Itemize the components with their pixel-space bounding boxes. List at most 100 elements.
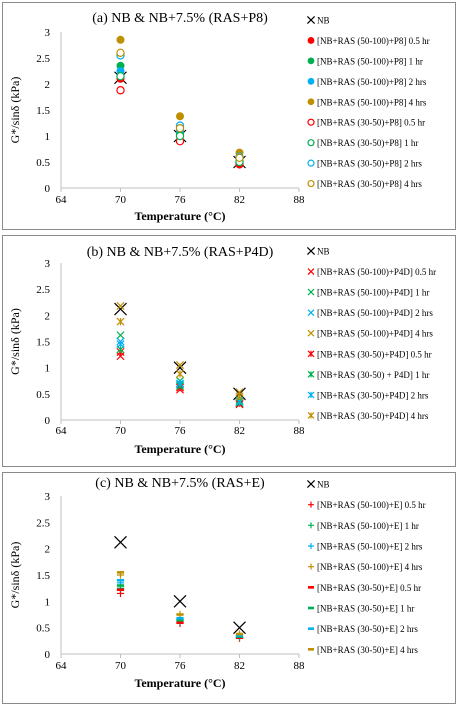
x-tick-label: 82 — [234, 194, 245, 206]
legend-label: [NB+RAS (30-50)+P8] 2 hrs — [317, 159, 422, 169]
point-marker — [116, 584, 125, 587]
legend-entry: NB — [306, 246, 330, 257]
y-tick-label: 2.5 — [36, 284, 50, 296]
point-marker — [116, 571, 125, 574]
y-tick-label: 2 — [45, 310, 51, 322]
point-marker — [307, 118, 315, 126]
x-tick-label: 70 — [115, 660, 127, 672]
point-marker — [306, 246, 316, 256]
legend-entry: [NB+RAS (50-100)+E] 0.5 hr — [308, 500, 426, 510]
point-marker — [306, 479, 316, 489]
y-tick-label: 2 — [45, 79, 51, 91]
legend-entry: [NB+RAS (50-100)+P4D] 0.5 hr — [307, 267, 436, 277]
series-points — [116, 317, 244, 401]
point-marker — [116, 588, 125, 592]
y-tick-label: 0.5 — [36, 623, 50, 635]
point-marker — [307, 412, 315, 419]
x-tick-label: 64 — [56, 194, 68, 206]
chart-b: (b) NB & NB+7.5% (RAS+P4D) 0 0.5 1 1.5 2 2.5 3 6… — [8, 245, 436, 456]
point-marker — [308, 543, 314, 549]
point-marker — [175, 112, 184, 121]
point-marker — [307, 268, 315, 275]
legend-entry: [NB+RAS (50-100)+E] 2 hrs — [308, 542, 423, 552]
point-marker — [116, 48, 125, 58]
chart-title: (c) NB & NB+7.5% (RAS+E) — [95, 476, 265, 491]
x-tick-label: 88 — [294, 425, 306, 437]
point-marker — [307, 391, 315, 399]
legend-entry: [NB+RAS (50-100)+P8] 2 hrs — [307, 77, 427, 87]
series-points — [116, 571, 244, 638]
chart-title: (b) NB & NB+7.5% (RAS+P4D) — [87, 245, 274, 260]
legend-entry: [NB+RAS (30-50)+P8] 2 hrs — [307, 159, 422, 169]
legend-entry: [NB+RAS (30-50) + P4D] 1 hr — [307, 370, 429, 380]
point-marker — [307, 370, 315, 378]
point-marker — [233, 621, 246, 635]
point-marker — [176, 616, 184, 620]
legend-entry: NB — [306, 15, 330, 26]
point-marker — [116, 86, 125, 95]
legend-label: [NB+RAS (30-50)+P4D] 4 hrs — [317, 411, 429, 421]
legend-label: NB — [317, 16, 330, 26]
legend-label: [NB+RAS (50-100)+P8] 4 hrs — [317, 97, 427, 107]
chart-panel-a: (a) NB & NB+7.5% (RAS+P8) 0 0.5 1 1.5 2 2.5 3 64… — [2, 2, 456, 230]
y-axis-label: G*/sinδ (kPa) — [8, 542, 22, 609]
x-tick-label: 88 — [294, 660, 306, 672]
data-points — [114, 535, 246, 642]
legend-entry: [NB+RAS (50-100)+P4D] 4 hrs — [307, 329, 433, 339]
chart-panel-b: (b) NB & NB+7.5% (RAS+P4D) 0 0.5 1 1.5 2 2.5 3 6… — [2, 235, 456, 467]
point-marker — [235, 153, 244, 163]
y-tick-label: 0.5 — [36, 157, 50, 169]
legend-label: [NB+RAS (50-100)+E] 2 hrs — [317, 542, 423, 552]
legend-label: [NB+RAS (30-50)+P8] 0.5 hr — [317, 118, 425, 128]
series-points — [116, 571, 244, 636]
point-marker — [116, 340, 125, 349]
legend-entry: [NB+RAS (50-100)+P8] 1 hr — [307, 56, 423, 66]
legend-label: [NB+RAS (50-100)+P4D] 2 hrs — [317, 308, 433, 318]
x-tick-label: 70 — [115, 194, 127, 206]
legend-label: [NB+RAS (50-100)+P8] 2 hrs — [317, 77, 427, 87]
point-marker — [175, 361, 185, 370]
x-axis-label: Temperature (°C) — [134, 209, 225, 223]
point-marker — [307, 98, 315, 106]
point-marker — [307, 159, 315, 167]
point-marker — [176, 613, 184, 616]
series-points — [116, 579, 244, 640]
point-marker — [116, 35, 125, 44]
legend-label: NB — [317, 247, 330, 257]
y-tick-label: 0.5 — [36, 389, 50, 401]
y-tick-label: 0 — [45, 183, 51, 195]
legend-entry: [NB+RAS (30-50)+P4D] 0.5 hr — [307, 349, 432, 359]
legend-entry: [NB+RAS (30-50)+P4D] 2 hrs — [307, 390, 429, 400]
legend-entry: [NB+RAS (50-100)+P8] 4 hrs — [307, 97, 427, 107]
y-tick-label: 2.5 — [36, 517, 50, 529]
y-tick-label: 0 — [45, 415, 51, 427]
legend-label: [NB+RAS (30-50)+P4D] 2 hrs — [317, 390, 429, 400]
legend-entry: [NB+RAS (50-100)+P8] 0.5 hr — [307, 36, 430, 46]
y-tick-label: 1.5 — [36, 337, 50, 349]
point-marker — [308, 606, 314, 610]
point-marker — [116, 317, 125, 326]
point-marker — [176, 618, 184, 622]
y-tick-label: 1 — [45, 596, 51, 608]
y-axis-label: G*/sinδ (kPa) — [8, 77, 22, 144]
point-marker — [175, 379, 185, 388]
legend-label: NB — [317, 480, 330, 490]
point-marker — [235, 392, 244, 401]
legend-label: [NB+RAS (30-50)+E] 4 hrs — [317, 645, 418, 655]
point-marker — [114, 535, 127, 549]
x-tick-label: 70 — [115, 425, 127, 437]
point-marker — [114, 302, 127, 316]
point-marker — [308, 648, 314, 651]
point-marker — [173, 361, 187, 375]
legend-entry: [NB+RAS (50-100)+E] 1 hr — [308, 521, 419, 531]
point-marker — [176, 621, 184, 624]
legend-entry: [NB+RAS (30-50)+E] 4 hrs — [308, 645, 418, 655]
point-marker — [307, 329, 315, 337]
point-marker — [307, 350, 315, 358]
series-points — [116, 347, 244, 408]
point-marker — [306, 15, 316, 25]
chart-title: (a) NB & NB+7.5% (RAS+P8) — [92, 11, 268, 26]
point-marker — [307, 77, 315, 85]
legend-entry: [NB+RAS (30-50)+P4D] 4 hrs — [307, 411, 429, 421]
